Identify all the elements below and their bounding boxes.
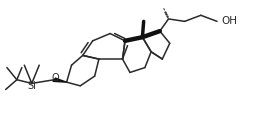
- Text: OH: OH: [221, 16, 236, 26]
- Text: Si: Si: [27, 81, 36, 91]
- Polygon shape: [53, 78, 66, 82]
- Text: O: O: [51, 73, 59, 83]
